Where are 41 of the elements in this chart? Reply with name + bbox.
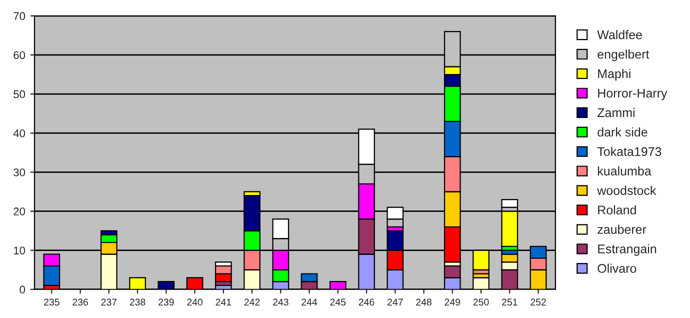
x-tick-label: 249	[444, 298, 460, 306]
legend-label: dark side	[598, 127, 648, 137]
x-tick-label: 243	[273, 298, 288, 306]
x-tick-label: 237	[101, 298, 117, 306]
legend-label: Zammi	[598, 108, 634, 118]
legend-label: engelbert	[598, 50, 650, 62]
x-tick-label: 244	[302, 298, 318, 306]
x-tick-label: 235	[44, 298, 60, 306]
x-tick-label: 252	[530, 298, 546, 306]
y-tick-label: 0	[20, 286, 26, 294]
x-tick-label: 245	[330, 298, 346, 306]
legend-label: Estrangain	[598, 244, 656, 256]
y-tick-label: 10	[14, 246, 26, 254]
x-tick-label: 239	[158, 298, 174, 306]
y-tick-label: 40	[13, 129, 26, 138]
legend-label: Maphi	[598, 68, 630, 81]
legend-label: woodstock	[597, 186, 656, 195]
bar	[501, 198, 518, 208]
legend-label: kualumba	[598, 166, 652, 176]
legend-label: Horror-Harry	[598, 88, 668, 100]
x-tick-label: 242	[244, 298, 260, 306]
bar	[501, 210, 518, 247]
legend-label: Olivaro	[598, 264, 636, 273]
x-tick-label: 250	[473, 298, 489, 306]
y-tick-label: 70	[14, 12, 26, 20]
x-tick-label: 240	[187, 298, 203, 306]
x-tick-label: 241	[216, 298, 232, 306]
legend-label: zauberer	[598, 224, 646, 234]
x-tick-label: 248	[416, 298, 432, 306]
x-tick-label: 236	[72, 298, 88, 306]
legend-label: Waldfee	[597, 30, 642, 40]
x-tick-label: 251	[502, 298, 518, 306]
y-tick-label: 50	[14, 90, 26, 98]
y-tick-label: 20	[14, 208, 26, 216]
y-tick-label: 30	[14, 168, 26, 176]
x-tick-label: 247	[388, 298, 403, 306]
x-tick-label: 238	[130, 298, 146, 306]
legend-label: Tokata1973	[597, 146, 662, 156]
legend-label: Roland	[598, 205, 636, 214]
x-tick-label: 246	[358, 298, 374, 306]
y-tick-label: 60	[14, 51, 26, 60]
